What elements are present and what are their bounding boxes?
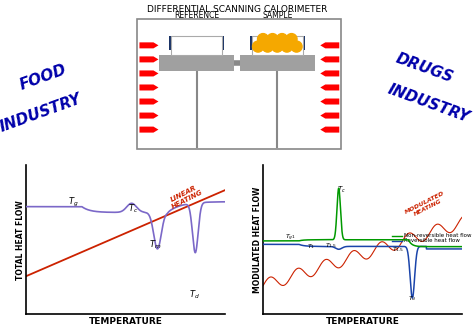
FancyArrow shape (139, 42, 158, 48)
FancyArrow shape (320, 42, 339, 48)
Text: DRUGS: DRUGS (393, 51, 455, 86)
Bar (250, 36, 304, 50)
Text: $T_c$: $T_c$ (128, 202, 138, 215)
Text: $T_m$: $T_m$ (149, 238, 162, 251)
FancyArrow shape (320, 70, 339, 76)
Text: $T_g$: $T_g$ (68, 196, 79, 209)
Text: FOOD: FOOD (17, 62, 68, 93)
Y-axis label: MODULATED HEAT FLOW: MODULATED HEAT FLOW (253, 187, 262, 293)
FancyArrow shape (139, 98, 158, 105)
X-axis label: TEMPERATURE: TEMPERATURE (326, 317, 400, 324)
Text: $T_d$: $T_d$ (409, 295, 417, 303)
Text: DIFFERENTIAL SCANNING CALORIMETER: DIFFERENTIAL SCANNING CALORIMETER (147, 5, 327, 14)
FancyArrow shape (139, 56, 158, 63)
Text: REFERENCE: REFERENCE (174, 11, 219, 20)
FancyArrow shape (320, 56, 339, 63)
Circle shape (276, 34, 288, 45)
Circle shape (272, 41, 283, 52)
Circle shape (253, 41, 264, 52)
Text: INDUSTRY: INDUSTRY (386, 82, 472, 125)
Circle shape (267, 34, 278, 45)
Text: Non-reversible heat flow: Non-reversible heat flow (404, 233, 472, 238)
Text: Reversible heat flow: Reversible heat flow (404, 238, 460, 243)
Text: $T_{g1}$: $T_{g1}$ (285, 233, 296, 243)
Y-axis label: TOTAL HEAT FLOW: TOTAL HEAT FLOW (16, 200, 25, 280)
Text: SAMPLE: SAMPLE (262, 11, 292, 20)
Text: MODULATED
HEATING: MODULATED HEATING (404, 191, 448, 220)
Text: $T_{1.5}$: $T_{1.5}$ (392, 245, 405, 254)
FancyArrow shape (139, 127, 158, 133)
FancyArrow shape (139, 70, 158, 76)
Text: $T_d$: $T_d$ (189, 289, 200, 301)
Text: INDUSTRY: INDUSTRY (0, 92, 83, 135)
Circle shape (262, 41, 273, 52)
X-axis label: TEMPERATURE: TEMPERATURE (89, 317, 163, 324)
Bar (240, 55, 315, 71)
Text: $T_1$: $T_1$ (307, 242, 315, 251)
FancyArrow shape (139, 85, 158, 90)
FancyArrow shape (320, 98, 339, 105)
FancyArrow shape (320, 127, 339, 133)
Bar (252, 36, 302, 55)
FancyArrow shape (320, 112, 339, 119)
Circle shape (282, 41, 292, 52)
Bar (172, 36, 222, 55)
Circle shape (257, 34, 269, 45)
Circle shape (286, 34, 297, 45)
Circle shape (291, 41, 302, 52)
Text: LINEAR
HEATING: LINEAR HEATING (167, 183, 204, 210)
Bar (159, 55, 234, 71)
Bar (169, 36, 224, 50)
Text: $T_c$: $T_c$ (337, 185, 346, 195)
Bar (137, 19, 341, 149)
Text: $T_{1.5}$: $T_{1.5}$ (325, 241, 337, 250)
FancyArrow shape (320, 85, 339, 90)
FancyArrow shape (139, 112, 158, 119)
